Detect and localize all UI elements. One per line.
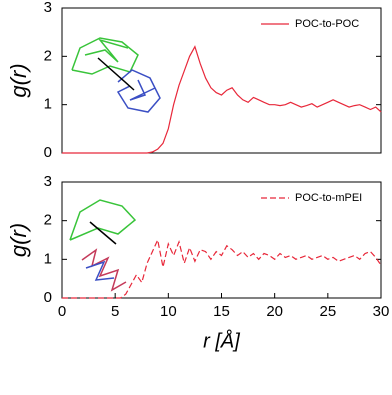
y-tick-label: 2 [44, 212, 52, 229]
x-axis-label: r [Å] [203, 329, 240, 352]
y-tick-label: 0 [44, 144, 52, 161]
data-line [62, 238, 382, 299]
x-tick-label: 20 [266, 303, 283, 320]
x-tick-label: 25 [319, 303, 336, 320]
y-axis-label: g(r) [6, 223, 31, 257]
plot-frame [61, 7, 382, 154]
x-tick-label: 10 [160, 303, 177, 320]
y-tick-label: 1 [44, 250, 52, 267]
y-tick-label: 2 [44, 47, 52, 64]
x-tick-label: 5 [111, 303, 119, 320]
x-tick-label: 0 [58, 303, 66, 320]
molecule-icon [69, 37, 161, 292]
y-tick-label: 3 [44, 0, 52, 16]
legend-label: POC-to-POC [295, 18, 359, 30]
legend-label: POC-to-mPEI [295, 192, 362, 204]
y-axis-label: g(r) [6, 63, 31, 97]
x-tick-label: 30 [373, 303, 390, 320]
y-tick-label: 1 [44, 96, 52, 113]
y-tick-label: 3 [44, 173, 52, 190]
y-tick-label: 0 [44, 289, 52, 306]
x-tick-label: 15 [213, 303, 230, 320]
data-line [62, 45, 382, 154]
